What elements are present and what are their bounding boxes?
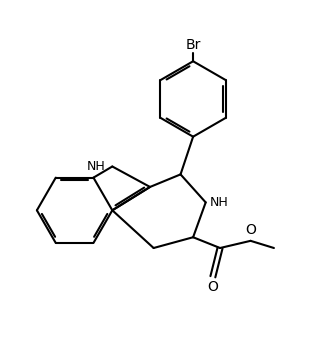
Text: NH: NH [210,196,229,209]
Text: O: O [207,280,218,294]
Text: NH: NH [87,160,106,173]
Text: O: O [245,223,256,237]
Text: Br: Br [185,38,201,52]
